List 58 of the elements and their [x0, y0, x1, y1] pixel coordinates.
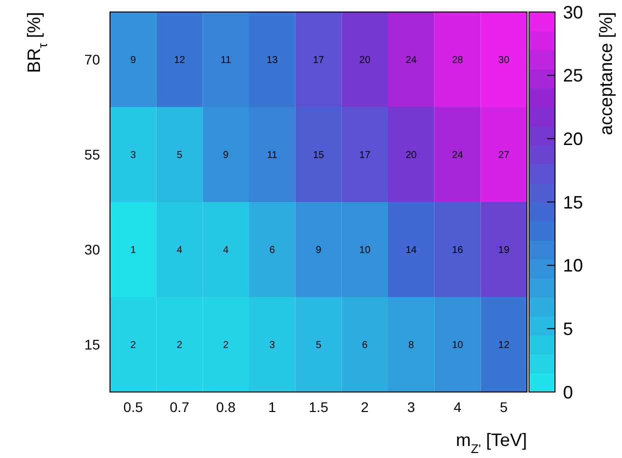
color-bar-label: 20 — [563, 128, 584, 149]
data-label: 8 — [408, 340, 414, 351]
data-label: 19 — [498, 245, 510, 256]
data-label: 5 — [316, 340, 322, 351]
color-bar-label: 0 — [563, 382, 574, 402]
data-label: 15 — [312, 150, 324, 161]
data-label: 13 — [266, 55, 278, 66]
data-label: 6 — [269, 245, 276, 256]
data-label: 11 — [220, 55, 232, 66]
x-tick-label: 1.5 — [308, 399, 328, 415]
data-label: 4 — [176, 245, 183, 256]
data-label: 17 — [312, 55, 324, 66]
data-label: 9 — [316, 245, 322, 256]
data-label: 14 — [406, 245, 418, 256]
x-tick-label: 2 — [360, 399, 369, 415]
data-label: 9 — [223, 150, 230, 161]
data-label: 30 — [498, 55, 510, 66]
data-label: 11 — [266, 150, 278, 161]
data-label: 10 — [359, 245, 371, 256]
data-label: 24 — [452, 150, 464, 161]
x-tick-label: 5 — [500, 399, 508, 415]
x-tick-label: 0.5 — [123, 399, 144, 415]
data-label: 20 — [406, 150, 418, 161]
data-label: 3 — [130, 150, 136, 161]
x-tick-label: 1 — [268, 399, 276, 415]
y-tick-label: 15 — [84, 336, 100, 352]
y-tick-label: 30 — [84, 241, 100, 258]
data-label: 10 — [452, 340, 464, 351]
data-label: 6 — [362, 340, 368, 351]
data-label: 12 — [174, 55, 186, 66]
data-label: 5 — [176, 150, 183, 161]
x-tick-label: 3 — [407, 399, 416, 415]
data-label: 17 — [359, 150, 371, 161]
data-label: 4 — [223, 245, 230, 256]
data-label: 2 — [130, 340, 136, 351]
data-label: 28 — [452, 55, 464, 66]
color-bar-label: 5 — [563, 318, 574, 339]
data-label: 24 — [406, 55, 418, 66]
color-bar-label: 15 — [563, 192, 584, 212]
color-bar-label: 25 — [563, 66, 584, 86]
y-tick-label: 55 — [84, 146, 100, 162]
data-label: 20 — [359, 55, 371, 66]
y-tick-label: 70 — [84, 51, 100, 68]
data-label: 27 — [498, 150, 510, 161]
color-bar-title: acceptance [%] — [596, 12, 616, 136]
x-tick-label: 4 — [454, 399, 462, 415]
color-bar-label: 10 — [563, 256, 584, 276]
data-label: 16 — [452, 245, 464, 256]
data-label: 2 — [176, 340, 183, 351]
x-tick-label: 0.8 — [216, 399, 236, 415]
x-tick-label: 0.7 — [170, 399, 190, 415]
x-axis-title: m$_{Z'}$ [TeV] — [456, 430, 527, 456]
data-label: 3 — [269, 340, 276, 351]
data-label: 9 — [130, 55, 136, 66]
data-label: 1 — [130, 245, 136, 256]
data-label: 12 — [498, 340, 510, 351]
data-label: 2 — [223, 340, 230, 351]
color-bar-label: 30 — [563, 2, 584, 22]
